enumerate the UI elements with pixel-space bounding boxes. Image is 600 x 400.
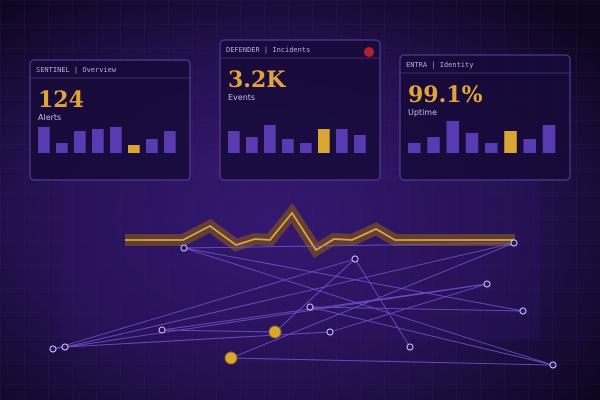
waveform (125, 202, 515, 259)
mini-bar (542, 125, 556, 153)
card-value: 99.1% (408, 82, 483, 108)
card-value: 124 (38, 87, 84, 113)
mini-bar (465, 133, 479, 153)
mini-bar (128, 145, 140, 153)
mini-bar (164, 131, 176, 153)
mini-bar (485, 143, 498, 153)
card-header: ENTRA | Identity (406, 61, 473, 69)
mini-bar (408, 143, 421, 153)
card-frame (399, 54, 571, 181)
mini-bar (110, 127, 122, 153)
mini-bar (427, 137, 440, 153)
mini-bar (246, 137, 258, 153)
card-label: Alerts (38, 113, 61, 122)
network-nodes (49, 239, 557, 369)
mini-bar (504, 131, 517, 153)
card-header: DEFENDER | Incidents (226, 46, 310, 54)
mini-bar (523, 139, 537, 153)
mini-bar (74, 131, 86, 153)
mini-bar (300, 143, 312, 153)
mini-bar (336, 129, 348, 153)
mini-bar (282, 139, 294, 153)
mini-bar (264, 125, 276, 153)
card-label: Events (228, 93, 255, 102)
mini-bar (228, 131, 240, 153)
card-frame (219, 39, 381, 181)
card-label: Uptime (408, 108, 437, 117)
network-edges (52, 242, 554, 366)
mini-bar (354, 135, 366, 153)
mini-bar (146, 139, 158, 153)
mini-bar (318, 129, 330, 153)
card: ENTRA | Identity 99.1%Uptime (399, 54, 571, 181)
status-dot (364, 47, 374, 57)
mini-bar (38, 127, 50, 153)
panel (60, 180, 540, 340)
mini-bar (446, 121, 460, 153)
card-header: SENTINEL | Overview (36, 66, 117, 74)
card-value: 3.2K (228, 67, 286, 93)
mini-bar (92, 129, 104, 153)
mini-bar (56, 143, 68, 153)
